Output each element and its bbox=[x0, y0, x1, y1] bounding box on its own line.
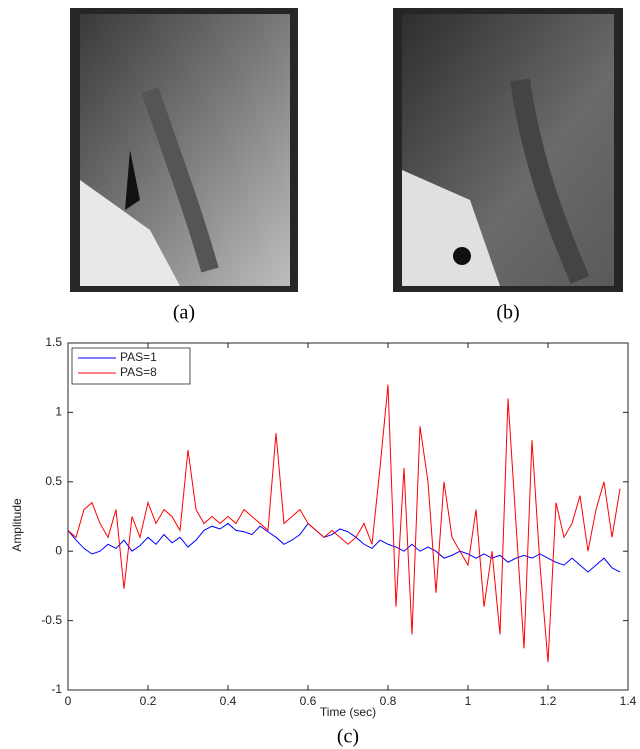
caption: (b) bbox=[496, 302, 519, 324]
line-series bbox=[67, 384, 621, 663]
x-tick-label: 0.6 bbox=[300, 694, 317, 708]
y-tick-label: -1 bbox=[51, 682, 62, 696]
caption: (c) bbox=[337, 726, 359, 748]
x-tick-label: 1.2 bbox=[540, 694, 557, 708]
legend-label: PAS=8 bbox=[120, 365, 157, 379]
x-tick-label: 0 bbox=[65, 694, 72, 708]
x-tick-label: 1 bbox=[465, 694, 472, 708]
xray-a bbox=[70, 8, 298, 292]
legend-box bbox=[71, 347, 191, 385]
plot-frame bbox=[67, 342, 629, 691]
y-axis-label: Amplitude bbox=[10, 498, 24, 552]
y-tick-label: 1 bbox=[55, 405, 62, 419]
x-tick-label: 0.8 bbox=[380, 694, 397, 708]
x-tick-label: 0.2 bbox=[140, 694, 157, 708]
x-tick-label: 0.4 bbox=[220, 694, 237, 708]
y-tick-label: 0 bbox=[55, 543, 62, 557]
y-tick-label: -0.5 bbox=[41, 613, 62, 627]
y-tick-label: 1.5 bbox=[45, 335, 62, 349]
x-axis-label: Time (sec) bbox=[320, 705, 376, 719]
caption: (a) bbox=[173, 302, 195, 324]
x-tick-label: 1.4 bbox=[620, 694, 637, 708]
xray-b bbox=[393, 8, 623, 292]
y-tick-label: 0.5 bbox=[45, 474, 62, 488]
legend-label: PAS=1 bbox=[120, 350, 157, 364]
